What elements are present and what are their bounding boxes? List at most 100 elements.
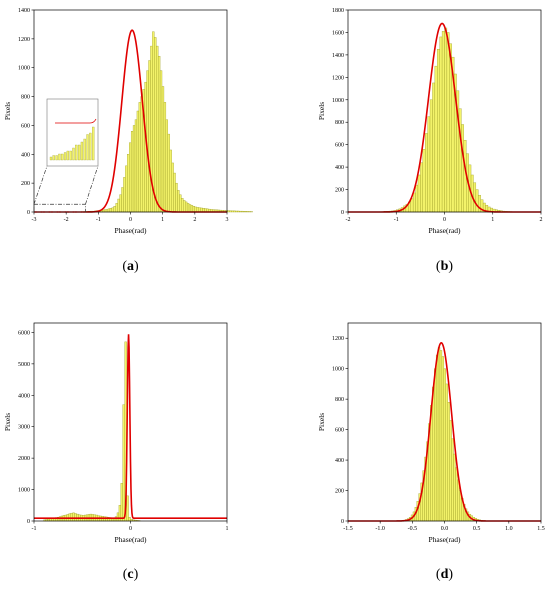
inset-bar bbox=[69, 150, 72, 161]
inset-bar bbox=[49, 156, 53, 161]
histogram-bar bbox=[109, 208, 113, 213]
y-tick-label: 1000 bbox=[18, 488, 30, 494]
histogram-bar bbox=[169, 149, 172, 213]
histogram-bar bbox=[121, 187, 124, 213]
histogram-bar bbox=[156, 45, 159, 213]
histogram-bar bbox=[244, 211, 248, 213]
zoom-connector bbox=[33, 165, 48, 205]
histogram-bar bbox=[181, 198, 184, 213]
inset-bar bbox=[83, 138, 86, 161]
y-tick-label: 1600 bbox=[332, 30, 344, 36]
y-tick-label: 6000 bbox=[18, 330, 30, 336]
histogram-bar bbox=[132, 125, 136, 213]
panel-b: -2 -1 0 1 2 0 200 400 600 800 1000 1200 1400 1600 1800… bbox=[317, 8, 543, 274]
histogram-bar bbox=[425, 133, 428, 213]
y-tick-label: 1400 bbox=[18, 8, 30, 14]
x-tick-label: 2 bbox=[193, 217, 196, 223]
histogram-bar bbox=[441, 356, 445, 522]
histogram-bar bbox=[134, 119, 138, 213]
histogram-bar bbox=[229, 210, 232, 213]
y-tick-label: 800 bbox=[335, 397, 344, 403]
histogram-bars bbox=[376, 27, 513, 213]
y-tick-label: 0 bbox=[27, 210, 30, 216]
histogram-bar bbox=[148, 60, 151, 213]
x-tick-label: -2 bbox=[64, 217, 69, 223]
y-tick-label: 600 bbox=[335, 428, 344, 434]
histogram-bar bbox=[437, 347, 441, 522]
inset-fit-curve bbox=[55, 118, 97, 124]
histogram-bar bbox=[173, 172, 176, 213]
x-axis-label: Phase(rad) bbox=[114, 226, 147, 235]
x-tick-label: -0.5 bbox=[408, 526, 418, 532]
y-tick-label: 200 bbox=[335, 188, 344, 194]
zoom-inset bbox=[33, 98, 99, 213]
histogram-bar bbox=[130, 131, 134, 213]
histogram-bar bbox=[138, 102, 141, 213]
histogram-bar bbox=[451, 438, 454, 522]
y-tick-label: 1800 bbox=[332, 8, 344, 14]
histogram-bar bbox=[233, 210, 236, 213]
histogram-bar bbox=[446, 32, 450, 213]
x-tick-label: 1 bbox=[491, 217, 494, 223]
x-axis-label: Phase(rad) bbox=[428, 226, 461, 235]
histogram-bar bbox=[231, 210, 234, 213]
y-tick-label: 5000 bbox=[18, 362, 30, 368]
histogram-bar bbox=[432, 386, 435, 522]
y-tick-label: 1200 bbox=[332, 75, 344, 81]
x-tick-label: -3 bbox=[32, 217, 37, 223]
histogram-bar bbox=[429, 99, 433, 213]
histogram-bar bbox=[188, 204, 192, 213]
histogram-bar bbox=[410, 198, 414, 213]
inset-bar bbox=[75, 144, 78, 161]
x-tick-label: 0 bbox=[443, 217, 446, 223]
y-tick-label: 1200 bbox=[18, 37, 30, 43]
histogram-bar bbox=[435, 354, 439, 522]
histogram-bar bbox=[434, 368, 437, 522]
y-axis-label: Pixels bbox=[317, 102, 326, 120]
panel-label: (d) bbox=[436, 567, 453, 582]
histogram-bar bbox=[120, 483, 123, 522]
histogram-bar bbox=[441, 31, 445, 213]
histogram-bar bbox=[248, 211, 251, 213]
histogram-bar bbox=[432, 82, 436, 213]
histogram-bar bbox=[415, 184, 419, 213]
y-tick-label: 1000 bbox=[332, 367, 344, 373]
y-axis-label: Pixels bbox=[3, 102, 12, 120]
zoom-connector bbox=[85, 165, 99, 205]
x-tick-label: 0.0 bbox=[441, 526, 449, 532]
y-tick-label: 1200 bbox=[332, 336, 344, 342]
histogram-bar bbox=[437, 49, 440, 213]
x-tick-label: 1.0 bbox=[505, 526, 513, 532]
inset-bar bbox=[77, 144, 81, 161]
histogram-bar bbox=[165, 119, 168, 213]
histogram-bar bbox=[461, 124, 464, 213]
histogram-bar bbox=[74, 513, 77, 522]
histogram-bar bbox=[246, 211, 250, 213]
histogram-bar bbox=[447, 402, 450, 522]
histogram-bar bbox=[159, 70, 163, 213]
inset-bar bbox=[72, 147, 75, 161]
y-tick-label: 800 bbox=[335, 120, 344, 126]
histogram-bar bbox=[417, 174, 421, 213]
histogram-bar bbox=[439, 350, 443, 522]
histogram-bar bbox=[126, 495, 129, 522]
histogram-bar bbox=[239, 210, 242, 213]
histogram-bar bbox=[434, 65, 438, 213]
histogram-bar bbox=[116, 512, 120, 522]
x-tick-label: 0 bbox=[129, 217, 132, 223]
x-tick-label: -1.0 bbox=[375, 526, 385, 532]
histogram-bars bbox=[78, 31, 253, 213]
x-tick-label: -2 bbox=[346, 217, 351, 223]
x-tick-label: 0 bbox=[129, 526, 132, 532]
histogram-bar bbox=[157, 55, 161, 213]
y-tick-label: 200 bbox=[21, 181, 30, 187]
histogram-bar bbox=[107, 208, 111, 213]
histogram-bar bbox=[175, 182, 178, 213]
histogram-bar bbox=[183, 200, 186, 213]
x-tick-label: 2 bbox=[540, 217, 543, 223]
x-tick-label: 3 bbox=[226, 217, 229, 223]
histogram-bar bbox=[227, 210, 230, 213]
histogram-bar bbox=[463, 140, 467, 213]
histogram-bar bbox=[235, 210, 238, 213]
y-tick-label: 1400 bbox=[332, 53, 344, 59]
